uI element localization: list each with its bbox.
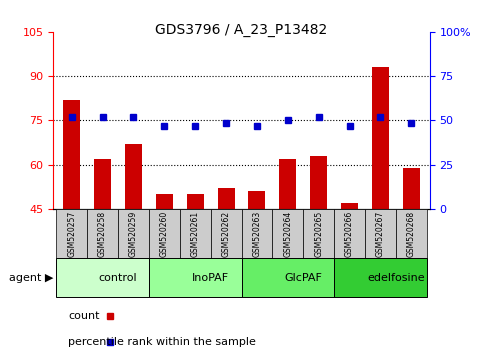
Bar <box>217 188 235 209</box>
Bar <box>341 203 358 209</box>
FancyBboxPatch shape <box>56 258 149 297</box>
Bar <box>63 100 80 209</box>
FancyBboxPatch shape <box>365 209 396 258</box>
Bar <box>310 156 327 209</box>
Bar <box>372 67 389 209</box>
Text: GSM520266: GSM520266 <box>345 211 354 257</box>
Text: GSM520267: GSM520267 <box>376 211 385 257</box>
Text: GSM520258: GSM520258 <box>98 211 107 257</box>
Text: edelfosine: edelfosine <box>367 273 425 283</box>
FancyBboxPatch shape <box>334 258 427 297</box>
FancyBboxPatch shape <box>180 209 211 258</box>
FancyBboxPatch shape <box>242 258 334 297</box>
Bar <box>125 144 142 209</box>
Text: count: count <box>68 311 99 321</box>
Text: GSM520264: GSM520264 <box>284 211 292 257</box>
FancyBboxPatch shape <box>211 209 242 258</box>
Text: GSM520261: GSM520261 <box>191 211 199 257</box>
Text: GSM520265: GSM520265 <box>314 211 323 257</box>
Bar <box>279 159 296 209</box>
FancyBboxPatch shape <box>118 209 149 258</box>
FancyBboxPatch shape <box>272 209 303 258</box>
Bar <box>187 194 204 209</box>
Text: GSM520259: GSM520259 <box>129 211 138 257</box>
Text: GlcPAF: GlcPAF <box>284 273 322 283</box>
Bar <box>94 159 111 209</box>
Text: GSM520257: GSM520257 <box>67 211 76 257</box>
Text: agent ▶: agent ▶ <box>9 273 54 283</box>
Text: control: control <box>99 273 137 283</box>
FancyBboxPatch shape <box>149 209 180 258</box>
Text: GSM520268: GSM520268 <box>407 211 416 257</box>
FancyBboxPatch shape <box>56 209 87 258</box>
Bar <box>403 167 420 209</box>
Bar <box>156 194 173 209</box>
Text: GSM520262: GSM520262 <box>222 211 230 257</box>
Text: GSM520263: GSM520263 <box>253 211 261 257</box>
FancyBboxPatch shape <box>334 209 365 258</box>
Text: GSM520260: GSM520260 <box>160 211 169 257</box>
FancyBboxPatch shape <box>149 258 242 297</box>
Text: InoPAF: InoPAF <box>192 273 229 283</box>
FancyBboxPatch shape <box>87 209 118 258</box>
Text: percentile rank within the sample: percentile rank within the sample <box>68 337 256 347</box>
FancyBboxPatch shape <box>242 209 272 258</box>
FancyBboxPatch shape <box>303 209 334 258</box>
FancyBboxPatch shape <box>396 209 427 258</box>
Text: GDS3796 / A_23_P13482: GDS3796 / A_23_P13482 <box>156 23 327 37</box>
Bar <box>248 191 266 209</box>
